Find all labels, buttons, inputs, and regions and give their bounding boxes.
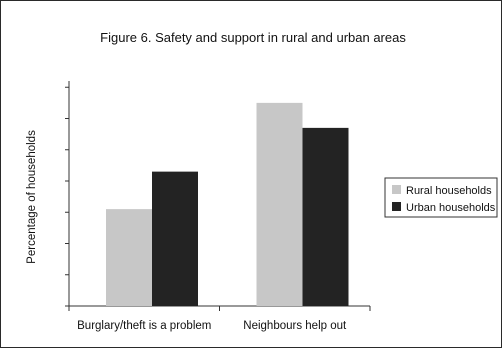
- legend-swatch-rural: [392, 185, 401, 194]
- legend-box: [384, 177, 498, 218]
- x-tick-label: Burglary/theft is a problem: [77, 320, 211, 332]
- bar-rural-1: [256, 102, 303, 306]
- bar-rural-0: [106, 209, 152, 306]
- legend-swatch-urban: [392, 202, 401, 211]
- bar-urban-0: [152, 171, 198, 306]
- legend: Rural households Urban households: [384, 177, 498, 218]
- chart: Figure 6. Safety and support in rural an…: [26, 30, 498, 332]
- bars: [106, 102, 349, 306]
- bar-urban-1: [302, 127, 349, 306]
- chart-title: Figure 6. Safety and support in rural an…: [100, 30, 406, 45]
- legend-label-rural: Rural households: [406, 185, 492, 197]
- x-tick-labels: Burglary/theft is a problem Neighbours he…: [77, 320, 347, 332]
- x-tick-label: Neighbours help out: [243, 320, 347, 332]
- y-axis-label: Percentage of households: [26, 130, 38, 264]
- legend-label-urban: Urban households: [406, 202, 496, 214]
